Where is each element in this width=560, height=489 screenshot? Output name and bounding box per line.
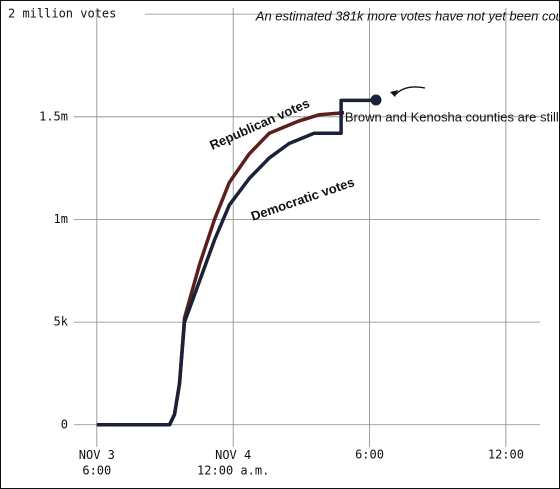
annotation-top: An estimated 381k more votes have not ye… <box>255 8 560 23</box>
series-line <box>96 110 345 427</box>
annotation-counties: Brown and Kenosha counties are still cou… <box>345 109 560 124</box>
x-tick-label: NOV 4 12:00 a.m. <box>197 448 269 478</box>
y-tick-label: 1.5m <box>39 109 68 123</box>
y-tick-label: 2 million votes <box>8 7 116 21</box>
annotation-arrow <box>394 86 426 96</box>
y-tick-label: 0 <box>61 417 68 431</box>
arrow-head <box>390 90 398 97</box>
x-tick-label: 6:00 <box>355 448 384 462</box>
democratic-label: Democratic votes <box>249 174 356 223</box>
series-line <box>96 98 371 427</box>
latest-dot <box>370 94 382 106</box>
y-tick-label: 1m <box>54 212 68 226</box>
x-tick-label: 12:00 <box>488 448 524 462</box>
y-tick-label: 5k <box>54 315 69 329</box>
x-tick-label: NOV 3 6:00 <box>79 448 115 478</box>
